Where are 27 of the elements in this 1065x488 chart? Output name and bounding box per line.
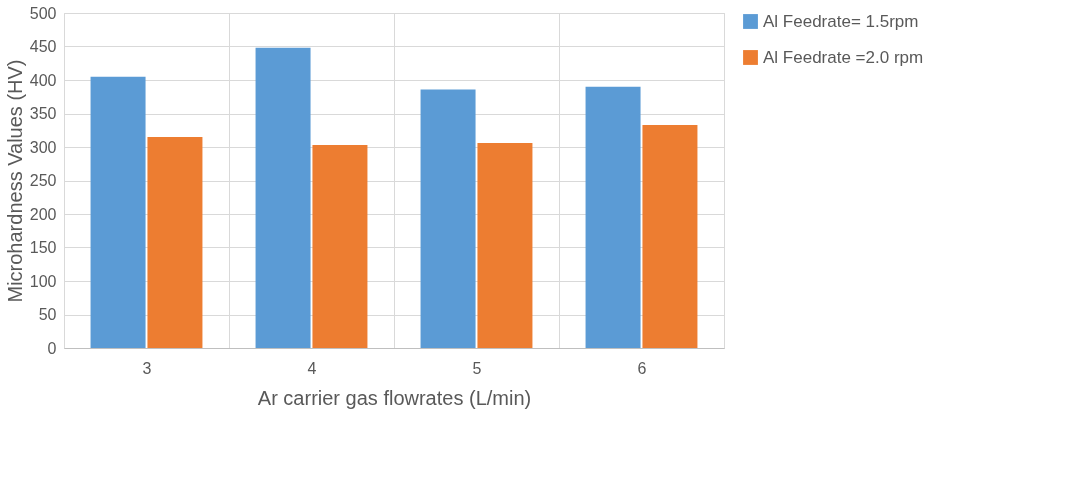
- x-tick-label: 4: [307, 359, 317, 377]
- legend-label: Al Feedrate =2.0 rpm: [763, 47, 924, 67]
- legend-label: Al Feedrate= 1.5rpm: [763, 11, 919, 31]
- bar: [312, 144, 368, 348]
- bar: [585, 86, 641, 348]
- x-tick-label: 5: [472, 359, 482, 377]
- y-tick-label: 450: [29, 38, 57, 55]
- x-tick-label: 6: [637, 359, 647, 377]
- y-axis-title: Microhardness Values (HV): [3, 59, 26, 303]
- y-tick-label: 200: [29, 205, 57, 223]
- y-tick-label: 500: [29, 4, 57, 22]
- x-tick-label: 3: [142, 359, 152, 377]
- bar: [147, 136, 203, 348]
- x-axis-title: Ar carrier gas flowrates (L/min): [257, 386, 532, 409]
- y-tick-label: 250: [29, 172, 57, 189]
- y-tick-label: 350: [29, 105, 57, 122]
- bar: [420, 89, 476, 348]
- y-tick-label: 300: [29, 138, 57, 156]
- bar: [642, 124, 698, 348]
- bar: [477, 142, 533, 348]
- y-tick-label: 400: [29, 71, 57, 89]
- y-tick-label: 50: [38, 306, 57, 323]
- y-tick-label: 0: [47, 339, 57, 357]
- bar: [90, 76, 146, 348]
- bar: [255, 47, 311, 348]
- y-tick-label: 150: [29, 239, 57, 256]
- y-tick-label: 100: [29, 272, 57, 290]
